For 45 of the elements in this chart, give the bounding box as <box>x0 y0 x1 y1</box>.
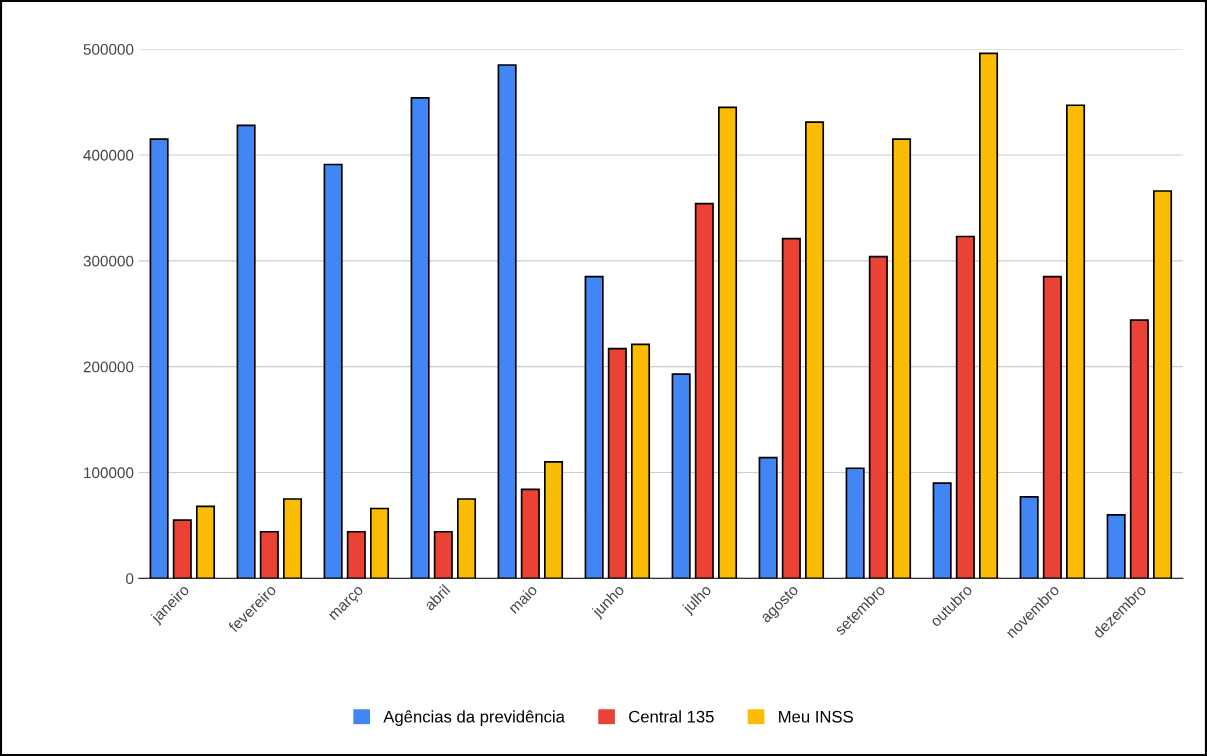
bar <box>1106 514 1126 579</box>
bar <box>868 255 888 579</box>
legend-label: Meu INSS <box>779 710 853 723</box>
bar <box>805 121 825 579</box>
bar <box>758 456 778 579</box>
bar <box>369 507 390 579</box>
bar <box>520 488 540 579</box>
bar <box>694 202 714 579</box>
bar <box>1153 190 1173 579</box>
y-tick-label: 100000 <box>84 467 134 479</box>
bar <box>845 467 865 579</box>
bar <box>671 373 691 579</box>
bar <box>1019 496 1039 579</box>
bar <box>1066 104 1086 579</box>
bar <box>195 505 216 579</box>
bar <box>1042 275 1062 579</box>
bar <box>282 498 303 579</box>
y-tick-label: 300000 <box>83 255 134 267</box>
bar <box>323 163 343 579</box>
legend-label: Central 135 <box>629 710 714 723</box>
bar <box>718 106 738 579</box>
bar <box>543 461 564 579</box>
bar <box>433 530 453 579</box>
y-tick-label: 500000 <box>83 44 134 55</box>
bar <box>410 96 430 579</box>
y-tick-label: 400000 <box>83 149 134 161</box>
legend-label: Agências da previdência <box>383 710 565 726</box>
bar <box>259 530 279 579</box>
bar <box>892 138 912 579</box>
bar <box>630 343 651 579</box>
bar <box>979 52 999 579</box>
y-tick-label: 0 <box>126 573 134 585</box>
bar <box>781 237 801 579</box>
bar <box>149 138 169 579</box>
bar <box>955 235 975 579</box>
bar <box>1129 319 1149 579</box>
bar <box>236 124 256 579</box>
bar <box>456 498 477 579</box>
bar <box>346 530 366 579</box>
y-tick-label: 200000 <box>83 361 134 373</box>
bar <box>932 482 952 579</box>
bar <box>497 64 517 579</box>
bar <box>584 275 604 579</box>
bar <box>172 519 192 579</box>
bar <box>607 347 627 579</box>
